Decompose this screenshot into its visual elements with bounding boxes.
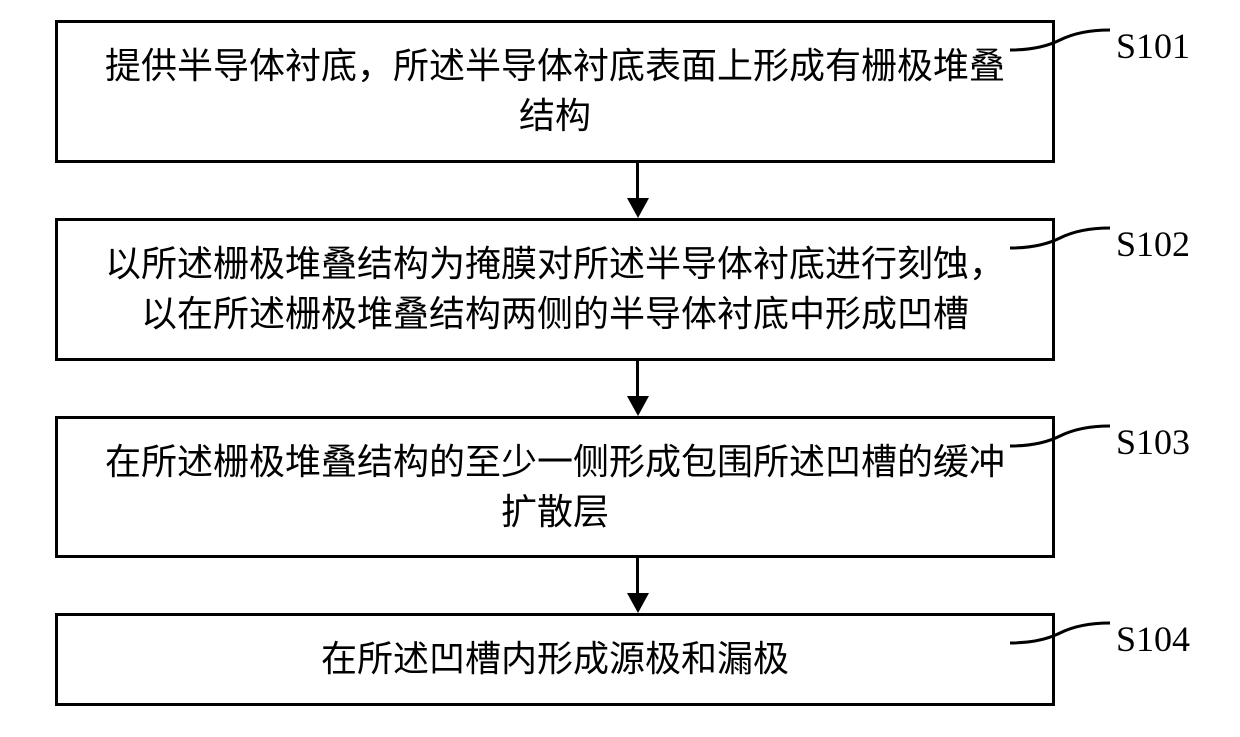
label-connector-curve [1010, 613, 1110, 663]
label-connector-curve [1010, 218, 1110, 268]
label-connector-curve [1010, 416, 1110, 466]
arrow-line [636, 163, 639, 201]
flowchart-container: 提供半导体衬底，所述半导体衬底表面上形成有栅极堆叠结构 S101 以所述栅极堆叠… [20, 20, 1220, 706]
arrow-line [636, 361, 639, 399]
arrow-connector-2 [138, 361, 1138, 416]
step-container-4: 在所述凹槽内形成源极和漏极 S104 [20, 613, 1220, 705]
step-text: 提供半导体衬底，所述半导体衬底表面上形成有栅极堆叠结构 [105, 46, 1005, 136]
step-text: 在所述凹槽内形成源极和漏极 [321, 639, 789, 679]
arrow-connector-1 [138, 163, 1138, 218]
arrow-line [636, 558, 639, 596]
label-connector-curve [1010, 20, 1110, 70]
step-container-1: 提供半导体衬底，所述半导体衬底表面上形成有栅极堆叠结构 S101 [20, 20, 1220, 163]
step-text: 在所述栅极堆叠结构的至少一侧形成包围所述凹槽的缓冲扩散层 [105, 442, 1005, 532]
step-label-s104: S104 [1116, 618, 1190, 660]
step-box-s103: 在所述栅极堆叠结构的至少一侧形成包围所述凹槽的缓冲扩散层 [55, 416, 1055, 559]
step-text: 以所述栅极堆叠结构为掩膜对所述半导体衬底进行刻蚀，以在所述栅极堆叠结构两侧的半导… [105, 244, 1005, 334]
step-label-s101: S101 [1116, 25, 1190, 67]
arrow-head-icon [627, 396, 649, 416]
step-container-3: 在所述栅极堆叠结构的至少一侧形成包围所述凹槽的缓冲扩散层 S103 [20, 416, 1220, 559]
arrow-head-icon [627, 593, 649, 613]
step-box-s102: 以所述栅极堆叠结构为掩膜对所述半导体衬底进行刻蚀，以在所述栅极堆叠结构两侧的半导… [55, 218, 1055, 361]
step-box-s101: 提供半导体衬底，所述半导体衬底表面上形成有栅极堆叠结构 [55, 20, 1055, 163]
step-box-s104: 在所述凹槽内形成源极和漏极 [55, 613, 1055, 705]
step-container-2: 以所述栅极堆叠结构为掩膜对所述半导体衬底进行刻蚀，以在所述栅极堆叠结构两侧的半导… [20, 218, 1220, 361]
step-label-s103: S103 [1116, 421, 1190, 463]
arrow-head-icon [627, 198, 649, 218]
step-label-s102: S102 [1116, 223, 1190, 265]
arrow-connector-3 [138, 558, 1138, 613]
